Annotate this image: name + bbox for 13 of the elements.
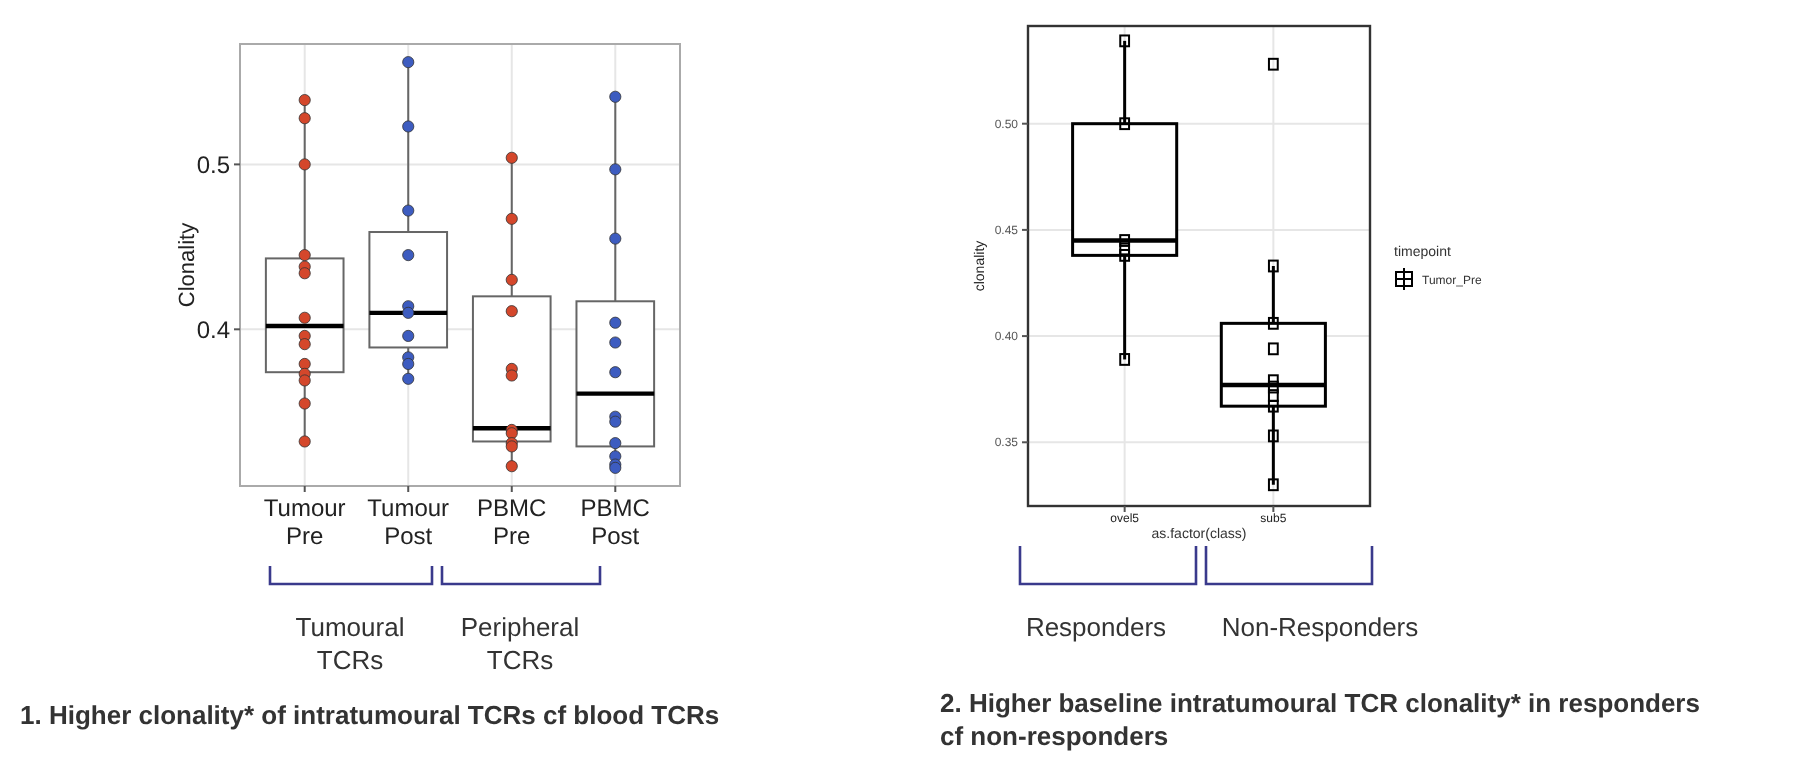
- y-axis-title: Clonality: [176, 221, 200, 308]
- x-tick-label: PBMC Pre: [477, 494, 548, 550]
- text: 1. Higher clonality* of intratumoural TCRs cf blood TCRs: [20, 700, 720, 730]
- y-tick-label: 0.5: [196, 150, 231, 179]
- text: Peripheral TCRs: [460, 612, 580, 675]
- x-tick-label: Tumour Pre: [263, 494, 346, 550]
- y-tick-label: 0.4: [196, 315, 231, 344]
- text: Tumoural TCRs: [295, 612, 405, 675]
- text: Responders: [1025, 612, 1168, 642]
- text: 2. Higher baseline intratumoural TCR clonality* in responders cf non-responders: [940, 688, 1700, 751]
- x-tick-label: PBMC Post: [580, 494, 651, 550]
- x-tick-label: Tumour Post: [367, 494, 450, 550]
- text: Non-Responders: [1221, 612, 1420, 642]
